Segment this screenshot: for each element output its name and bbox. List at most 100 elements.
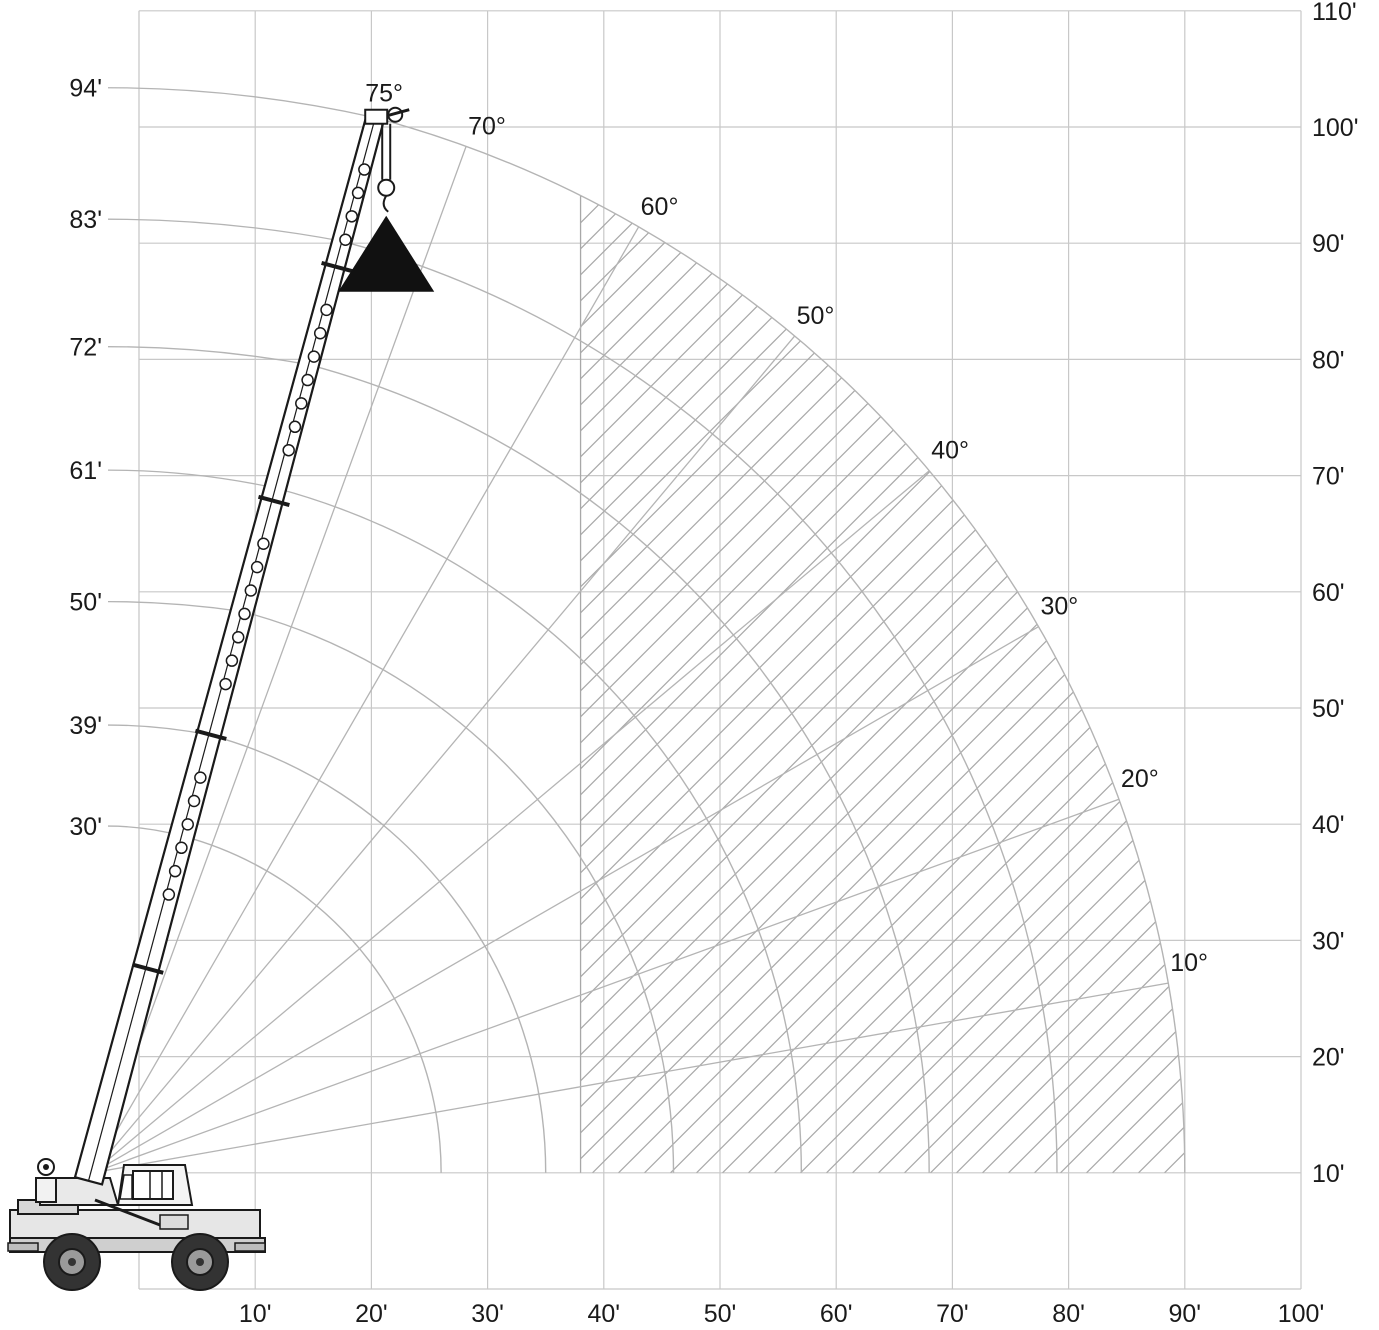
length-label-83: 83' — [69, 206, 102, 234]
y-tick-label-60: 60' — [1312, 579, 1345, 607]
y-tick-label-100: 100' — [1312, 114, 1358, 142]
boom-hole — [345, 210, 358, 223]
hatch-line — [774, 195, 1185, 1173]
length-label-94: 94' — [69, 75, 102, 103]
angle-line-50 — [92, 335, 796, 1174]
hatch-line — [1217, 173, 1379, 1173]
hatch-line — [0, 173, 345, 1173]
hatch-line — [1295, 173, 1379, 1173]
x-axis-ticks: 10' 20' 30' 40' 50' 60' 70' 80' 90' 100' — [239, 1300, 1324, 1328]
boom-hole — [194, 771, 207, 784]
x-tick-label-70: 70' — [936, 1300, 969, 1328]
hatch-line — [580, 195, 709, 1173]
length-leader-72 — [107, 346, 310, 366]
hatch-line — [0, 173, 189, 1173]
angle-line-60 — [91, 226, 640, 1174]
hatch-line — [1269, 173, 1379, 1173]
hatch-line — [1060, 195, 1185, 1173]
x-tick-label-100: 100' — [1278, 1300, 1324, 1328]
boom-hole — [358, 163, 371, 176]
hatch-line — [580, 195, 865, 1173]
y-tick-label-20: 20' — [1312, 1044, 1345, 1072]
hatch-line — [580, 195, 995, 1173]
y-tick-label-90: 90' — [1312, 230, 1345, 258]
boom-hole — [219, 677, 232, 691]
hatch-line — [1243, 173, 1379, 1173]
hatched-region — [0, 173, 1379, 1173]
hatch-line — [1347, 173, 1379, 1173]
boom-hole — [288, 420, 302, 434]
y-tick-label-30: 30' — [1312, 927, 1345, 955]
length-label-50: 50' — [69, 589, 102, 617]
hatch-line — [982, 195, 1185, 1173]
boom-hole — [231, 631, 245, 644]
hatch-line — [580, 195, 1185, 1173]
arc-30 — [182, 835, 442, 1173]
hatch-line — [1164, 195, 1185, 1173]
hatch-line — [1191, 173, 1379, 1173]
hatch-line — [0, 173, 7, 1173]
hatch-line — [0, 173, 579, 1173]
hook-ball — [377, 178, 396, 197]
hatch-line — [0, 173, 59, 1173]
hatch-line — [580, 195, 1185, 1173]
x-tick-label-60: 60' — [820, 1300, 853, 1328]
hatch-line — [930, 195, 1185, 1173]
x-tick-label-10: 10' — [239, 1300, 272, 1328]
hatch-line — [580, 195, 1185, 1173]
hatch-line — [580, 195, 839, 1173]
boom-jib-tip — [386, 108, 410, 118]
boom-section-collar — [194, 728, 227, 741]
angle-line-40 — [92, 470, 930, 1174]
boom-section-collar — [321, 261, 353, 274]
hatch-line — [956, 195, 1185, 1173]
arc-94 — [375, 117, 1186, 1173]
hatch-line — [0, 173, 501, 1173]
hatch-line — [580, 195, 917, 1173]
hatch-line — [592, 195, 1185, 1173]
hatch-line — [0, 173, 85, 1173]
hatch-line — [580, 195, 1047, 1173]
boom-angle-lines — [91, 117, 1169, 1174]
boom-hole — [295, 397, 308, 410]
hatch-line — [1086, 195, 1185, 1173]
hatch-line — [852, 195, 1185, 1173]
hatch-line — [580, 195, 787, 1173]
boom-hole — [351, 186, 365, 200]
arc-72 — [308, 363, 930, 1173]
hatch-line — [580, 195, 1099, 1173]
angle-line-20 — [92, 798, 1120, 1174]
angle-label-40: 40° — [931, 437, 969, 465]
crane-wheel-front — [43, 1233, 101, 1291]
hook-block — [377, 123, 396, 213]
boom-hole — [307, 350, 321, 363]
arc-50 — [242, 610, 675, 1173]
hatch-line — [0, 173, 397, 1173]
length-label-39: 39' — [69, 712, 102, 740]
crane-boom — [73, 106, 410, 1186]
boom-hole — [181, 818, 194, 831]
x-tick-label-50: 50' — [704, 1300, 737, 1328]
angle-label-60: 60° — [641, 193, 679, 221]
boom-hole — [339, 233, 352, 246]
angle-label-70: 70° — [468, 112, 506, 140]
y-tick-label-50: 50' — [1312, 695, 1345, 723]
hatch-line — [580, 195, 891, 1173]
hatch-line — [580, 195, 605, 1173]
length-label-30: 30' — [69, 813, 102, 841]
crane-wheel-rear — [171, 1233, 229, 1291]
boom-centerline — [87, 117, 376, 1181]
boom-hole — [250, 560, 264, 574]
hatch-line — [1034, 195, 1185, 1173]
hatch-line — [580, 195, 943, 1173]
hatch-line — [0, 173, 293, 1173]
x-tick-label-40: 40' — [588, 1300, 621, 1328]
x-tick-label-80: 80' — [1052, 1300, 1085, 1328]
hatch-line — [0, 173, 423, 1173]
load-triangle — [338, 215, 435, 292]
angle-line-30 — [92, 626, 1039, 1174]
hatch-line — [696, 195, 1185, 1173]
x-tick-label-90: 90' — [1169, 1300, 1202, 1328]
length-leader-83 — [107, 218, 343, 242]
hatch-line — [580, 195, 1185, 1173]
